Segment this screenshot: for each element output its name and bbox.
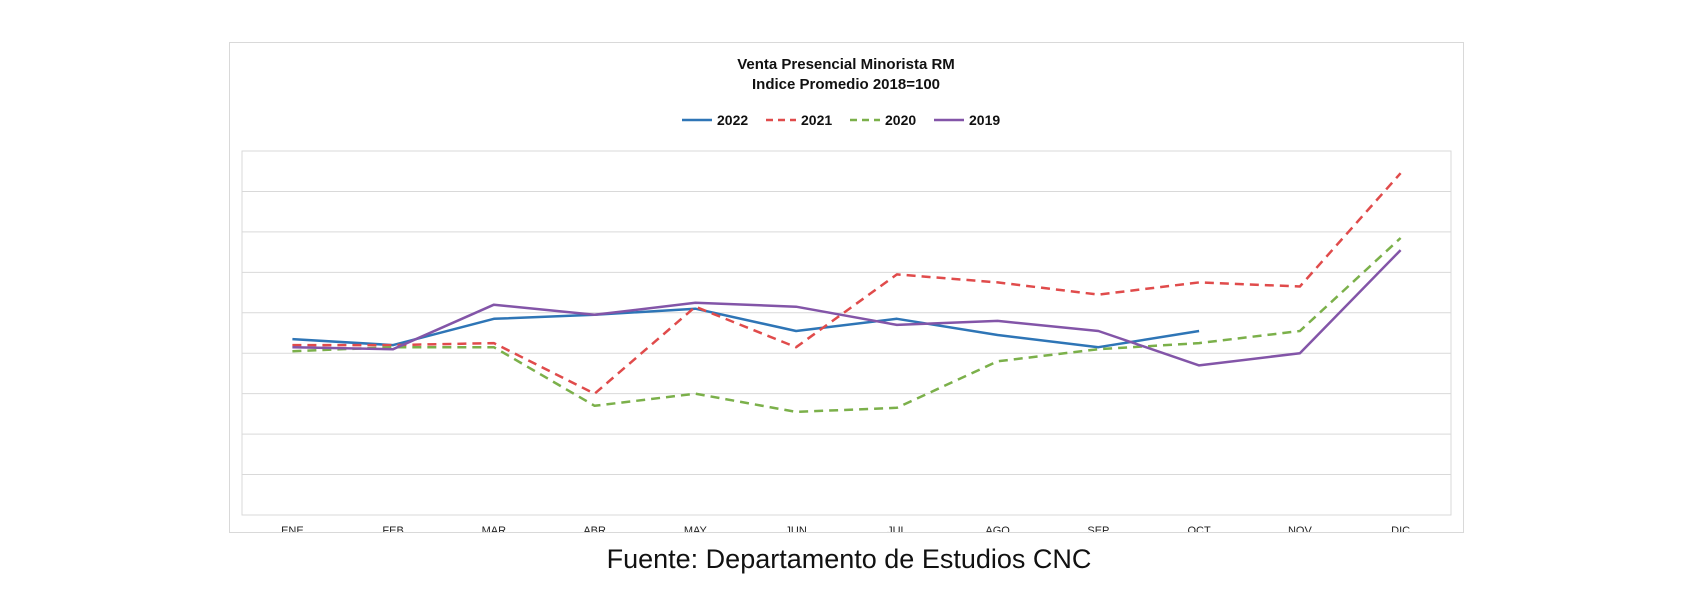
- series-line-2022: [292, 307, 1200, 349]
- chart-title: Venta Presencial Minorista RM: [737, 56, 955, 73]
- x-tick-label: JUN: [785, 525, 806, 532]
- chart-svg: Venta Presencial Minorista RM Indice Pro…: [241, 56, 1452, 532]
- legend-item-2022: 2022: [682, 112, 748, 128]
- legend: 2022 2021 2020 2019: [682, 112, 1000, 128]
- legend-item-2019: 2019: [934, 112, 1000, 128]
- x-tick-label: MAR: [482, 525, 507, 532]
- x-tick-label: ENE: [281, 525, 304, 532]
- chart-frame: Venta Presencial Minorista RM Indice Pro…: [229, 42, 1464, 533]
- x-tick-label: ABR: [583, 525, 606, 532]
- legend-label: 2022: [717, 112, 748, 128]
- series-line-2020: [292, 237, 1402, 414]
- series-line-2019: [292, 249, 1402, 367]
- legend-label: 2020: [885, 112, 916, 128]
- x-tick-label: NOV: [1288, 525, 1313, 532]
- x-tick-label: OCT: [1188, 525, 1212, 532]
- x-tick-label: FEB: [382, 525, 403, 532]
- x-tick-label: MAY: [684, 525, 708, 532]
- chart-subtitle: Indice Promedio 2018=100: [752, 76, 940, 93]
- legend-item-2021: 2021: [766, 112, 832, 128]
- plot-border: [241, 150, 1452, 516]
- legend-label: 2019: [969, 112, 1000, 128]
- legend-item-2020: 2020: [850, 112, 916, 128]
- series-line-2021: [292, 172, 1402, 395]
- legend-label: 2021: [801, 112, 832, 128]
- x-tick-label: AGO: [985, 525, 1010, 532]
- source-caption: Fuente: Departamento de Estudios CNC: [606, 544, 1092, 574]
- x-tick-label: SEP: [1087, 525, 1109, 532]
- x-tick-label: JUL: [887, 525, 907, 532]
- x-tick-label: DIC: [1391, 525, 1410, 532]
- plot-area: ENE FEB MAR ABR MAY JUN JUL AGO SEP OCT NOV DIC: [241, 150, 1452, 532]
